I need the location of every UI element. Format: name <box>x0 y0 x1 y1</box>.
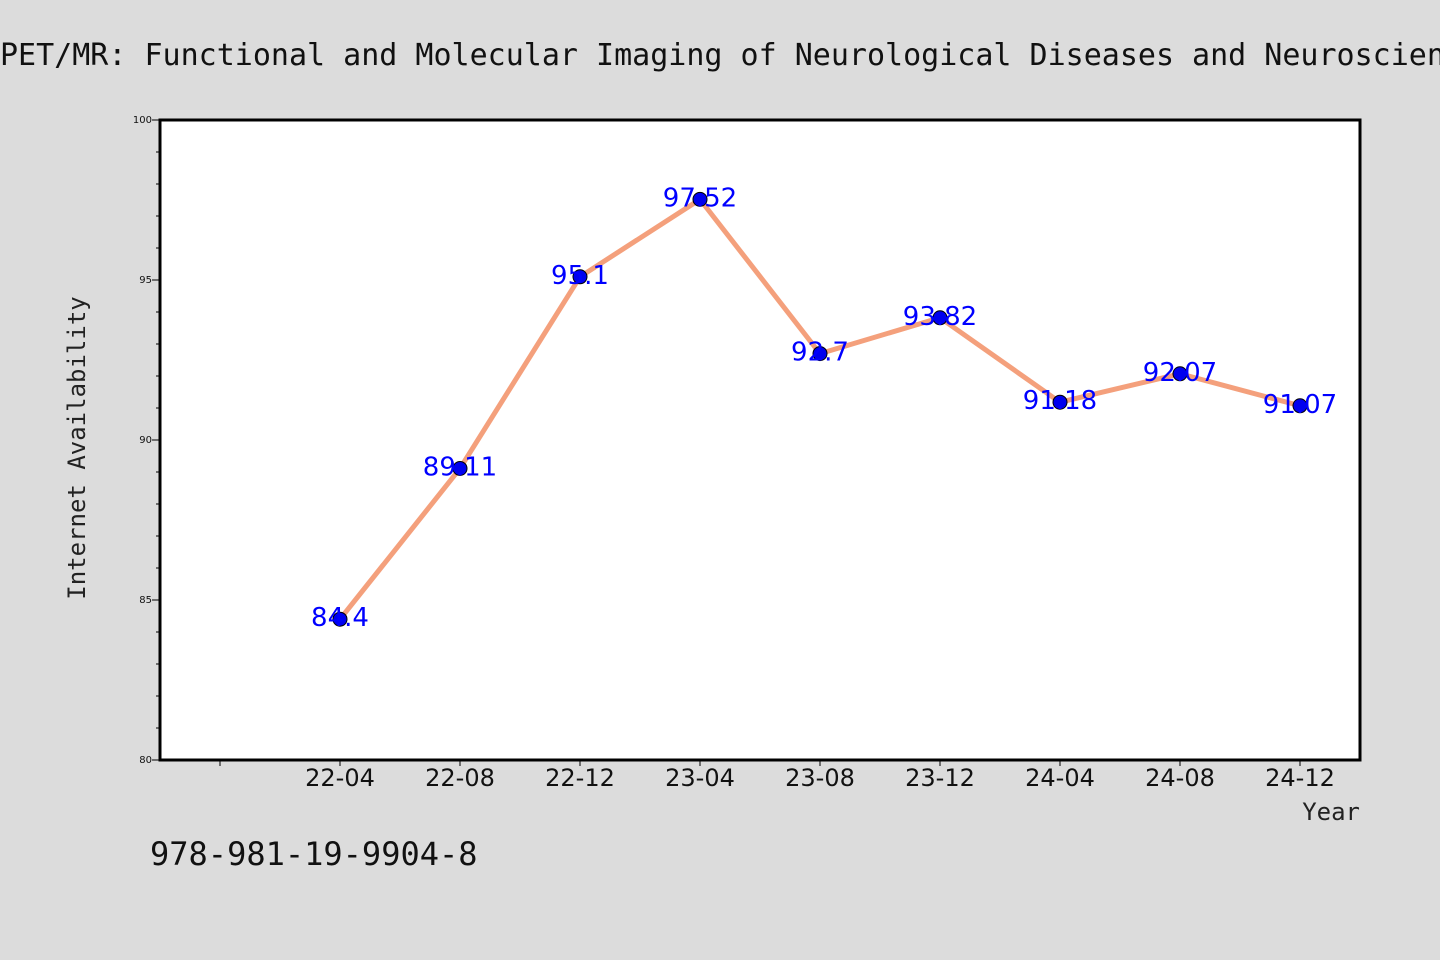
data-point-marker <box>1292 398 1308 414</box>
x-tick-label: 22-04 <box>305 764 375 792</box>
x-tick-label: 24-12 <box>1265 764 1335 792</box>
y-axis-label: Internet Availability <box>63 296 91 599</box>
x-tick-label: 24-08 <box>1145 764 1215 792</box>
data-label: 97.52 <box>663 183 737 213</box>
data-point-marker <box>332 611 348 627</box>
x-tick-label: 22-12 <box>545 764 615 792</box>
data-label: 95.1 <box>551 261 609 291</box>
x-axis-label: Year <box>1302 798 1360 826</box>
y-tick-label: 90 <box>139 435 152 446</box>
y-axis-ticks: 80 85 90 95 100 <box>133 115 152 766</box>
data-point-marker <box>692 191 708 207</box>
x-axis-ticks: 22-04 22-08 22-12 23-04 23-08 23-12 24-04 24-08… <box>219 760 1335 792</box>
x-tick-label: 23-12 <box>905 764 975 792</box>
data-point-marker <box>1172 366 1188 382</box>
data-markers <box>332 191 1308 627</box>
plot-area <box>158 118 1362 762</box>
chart-title: PET/MR: Functional and Molecular Imaging… <box>0 38 1440 73</box>
x-tick-label: 23-08 <box>785 764 855 792</box>
data-labels: 84.4 89.11 95.1 97.52 92.7 93.82 91.18 92.07 91.… <box>311 183 1337 633</box>
data-label: 84.4 <box>311 603 369 633</box>
data-label: 93.82 <box>903 302 977 332</box>
data-label: 91.18 <box>1023 386 1097 416</box>
data-point-marker <box>812 346 828 362</box>
data-label: 92.7 <box>791 338 849 368</box>
x-tick-label: 23-04 <box>665 764 735 792</box>
data-label: 91.07 <box>1263 390 1337 420</box>
y-tick-label: 80 <box>139 755 152 766</box>
data-label: 89.11 <box>423 452 497 482</box>
data-point-marker <box>932 310 948 326</box>
data-point-marker <box>452 460 468 476</box>
y-tick-label: 95 <box>139 275 152 286</box>
data-label: 92.07 <box>1143 358 1217 388</box>
data-point-marker <box>1052 394 1068 410</box>
x-tick-label: 22-08 <box>425 764 495 792</box>
x-tick-label: 24-04 <box>1025 764 1095 792</box>
y-tick-label: 100 <box>133 115 152 126</box>
footer-isbn: 978-981-19-9904-8 <box>150 835 478 873</box>
y-minor-ticks <box>152 119 160 761</box>
y-tick-label: 85 <box>139 595 152 606</box>
data-point-marker <box>572 269 588 285</box>
